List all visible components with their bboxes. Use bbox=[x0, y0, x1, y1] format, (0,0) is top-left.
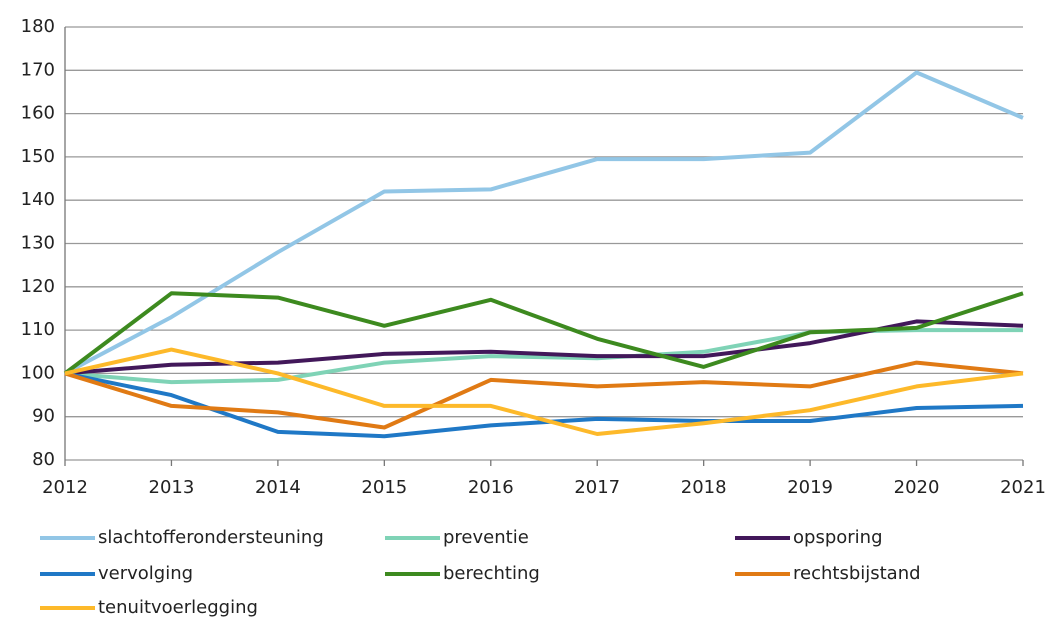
y-tick-label: 140 bbox=[21, 189, 55, 210]
x-tick-label: 2019 bbox=[787, 477, 833, 498]
y-tick-label: 150 bbox=[21, 146, 55, 167]
x-tick-label: 2015 bbox=[361, 477, 407, 498]
x-tick-label: 2016 bbox=[468, 477, 514, 498]
legend-label: slachtofferondersteuning bbox=[98, 527, 324, 548]
legend-label: rechtsbijstand bbox=[793, 563, 921, 584]
series-line bbox=[63, 291, 1024, 375]
series-line bbox=[64, 70, 1024, 376]
legend-label: opsporing bbox=[793, 527, 883, 548]
legend-label: vervolging bbox=[98, 563, 193, 584]
series-line bbox=[64, 371, 1024, 439]
y-tick-label: 180 bbox=[21, 16, 55, 37]
y-tick-label: 90 bbox=[32, 406, 55, 427]
series-line bbox=[64, 347, 1024, 436]
legend-label: berechting bbox=[443, 563, 540, 584]
y-tick-label: 100 bbox=[21, 362, 55, 383]
y-tick-label: 110 bbox=[21, 319, 55, 340]
x-tick-label: 2013 bbox=[149, 477, 195, 498]
series-line bbox=[64, 360, 1024, 430]
y-tick-label: 80 bbox=[32, 449, 55, 470]
x-tick-label: 2018 bbox=[681, 477, 727, 498]
x-tick-label: 2012 bbox=[42, 477, 88, 498]
legend-label: tenuitvoerlegging bbox=[98, 597, 258, 618]
series-line bbox=[64, 319, 1024, 376]
y-tick-label: 160 bbox=[21, 103, 55, 124]
y-tick-label: 120 bbox=[21, 276, 55, 297]
x-tick-label: 2017 bbox=[574, 477, 620, 498]
legend-label: preventie bbox=[443, 527, 529, 548]
y-tick-label: 170 bbox=[21, 59, 55, 80]
y-tick-label: 130 bbox=[21, 233, 55, 254]
x-tick-label: 2021 bbox=[1000, 477, 1046, 498]
x-tick-label: 2014 bbox=[255, 477, 301, 498]
x-tick-label: 2020 bbox=[894, 477, 940, 498]
